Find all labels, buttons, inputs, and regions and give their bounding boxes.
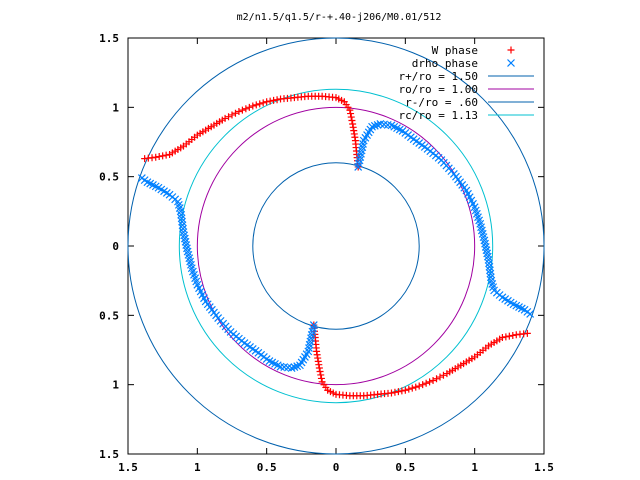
w-phase-point xyxy=(429,377,437,385)
w-phase-point xyxy=(436,373,444,381)
y-tick-label: 1 xyxy=(112,101,119,114)
w-phase-point xyxy=(505,332,513,340)
y-tick-label: 1 xyxy=(112,379,119,392)
y-tick-label: 1.5 xyxy=(99,448,119,461)
legend-label: rc/ro = 1.13 xyxy=(399,109,478,122)
w-phase-point xyxy=(426,378,434,386)
y-tick-label: 0.5 xyxy=(99,309,119,322)
x-tick-label: 0 xyxy=(333,461,340,474)
w-phase-point xyxy=(347,113,355,121)
w-phase-point xyxy=(317,371,325,379)
w-phase-point xyxy=(412,383,420,391)
w-phase-point xyxy=(235,107,243,115)
x-tick-label: 1.5 xyxy=(534,461,554,474)
circle-r-0-6 xyxy=(252,162,420,330)
w-phase-point xyxy=(316,367,324,375)
w-phase-point xyxy=(249,102,257,110)
w-phase-point xyxy=(422,379,430,387)
w-phase-point xyxy=(152,153,160,161)
x-tick-label: 1 xyxy=(471,461,478,474)
w-phase-point xyxy=(348,117,356,125)
circle-r-1-5 xyxy=(127,37,545,455)
data-points xyxy=(137,92,535,400)
w-phase-point xyxy=(433,375,441,383)
x-tick-label: 0.5 xyxy=(395,461,415,474)
w-phase-point xyxy=(509,331,517,339)
w-phase-point xyxy=(259,99,267,107)
chart-title: m2/n1.5/q1.5/r-+.40-j206/M0.01/512 xyxy=(237,12,442,23)
w-phase-point xyxy=(415,382,423,390)
legend-label: ro/ro = 1.00 xyxy=(399,83,478,96)
w-phase-point xyxy=(401,386,409,394)
y-tick-label: 1.5 xyxy=(99,32,119,45)
w-phase-point xyxy=(270,96,278,104)
circle-r-1-13 xyxy=(178,88,494,404)
w-phase-point xyxy=(231,109,239,117)
w-phase-point xyxy=(394,388,402,396)
w-phase-point xyxy=(263,98,271,106)
circle-r-1 xyxy=(196,106,476,386)
w-phase-point xyxy=(159,152,167,160)
w-phase-point xyxy=(228,111,236,119)
reference-circles xyxy=(127,37,545,455)
w-phase-point xyxy=(512,331,520,339)
w-phase-point xyxy=(225,113,233,121)
w-phase-point xyxy=(391,388,399,396)
w-phase-point xyxy=(256,100,264,108)
w-phase-point xyxy=(408,384,416,392)
w-phase-point xyxy=(419,381,427,389)
legend-marker xyxy=(507,46,515,54)
drho-phase-point xyxy=(296,361,304,370)
w-phase-point xyxy=(502,333,510,341)
w-phase-point xyxy=(273,96,281,104)
x-tick-label: 0.5 xyxy=(257,461,277,474)
w-phase-point xyxy=(398,387,406,395)
w-phase-point xyxy=(346,106,354,114)
w-phase-point xyxy=(318,378,326,386)
w-phase-point xyxy=(242,105,250,113)
legend-label: r+/ro = 1.50 xyxy=(399,70,478,83)
y-tick-label: 0.5 xyxy=(99,171,119,184)
w-phase-point xyxy=(266,97,274,105)
drho-phase-point xyxy=(373,120,382,129)
w-phase-point xyxy=(238,106,246,114)
y-tick-label: 0 xyxy=(112,240,119,253)
drho-phase-point xyxy=(293,362,302,371)
legend-label: r-/ro = .60 xyxy=(405,96,478,109)
legend-label: drho phase xyxy=(412,57,478,70)
drho-phase-point xyxy=(290,363,299,372)
legend-label: W phase xyxy=(432,44,478,57)
drho-phase-point xyxy=(137,174,146,182)
w-phase-point xyxy=(317,374,325,382)
w-phase-point xyxy=(155,153,163,161)
x-tick-label: 1 xyxy=(194,461,201,474)
w-phase-point xyxy=(162,151,170,159)
legend-marker xyxy=(507,59,515,67)
w-phase-point xyxy=(245,103,253,111)
w-phase-point xyxy=(347,110,355,118)
drho-phase-point xyxy=(526,310,535,318)
w-phase-point xyxy=(405,385,413,393)
axis-ticks: 1.5 1 0.5 0 0.5 1 1.51.510.500.511.5 xyxy=(99,32,554,474)
x-tick-label: 1.5 xyxy=(118,461,138,474)
drho-phase-point xyxy=(368,122,376,131)
drho-phase-point xyxy=(370,121,379,130)
w-phase-point xyxy=(439,371,447,379)
w-phase-point xyxy=(252,101,260,109)
